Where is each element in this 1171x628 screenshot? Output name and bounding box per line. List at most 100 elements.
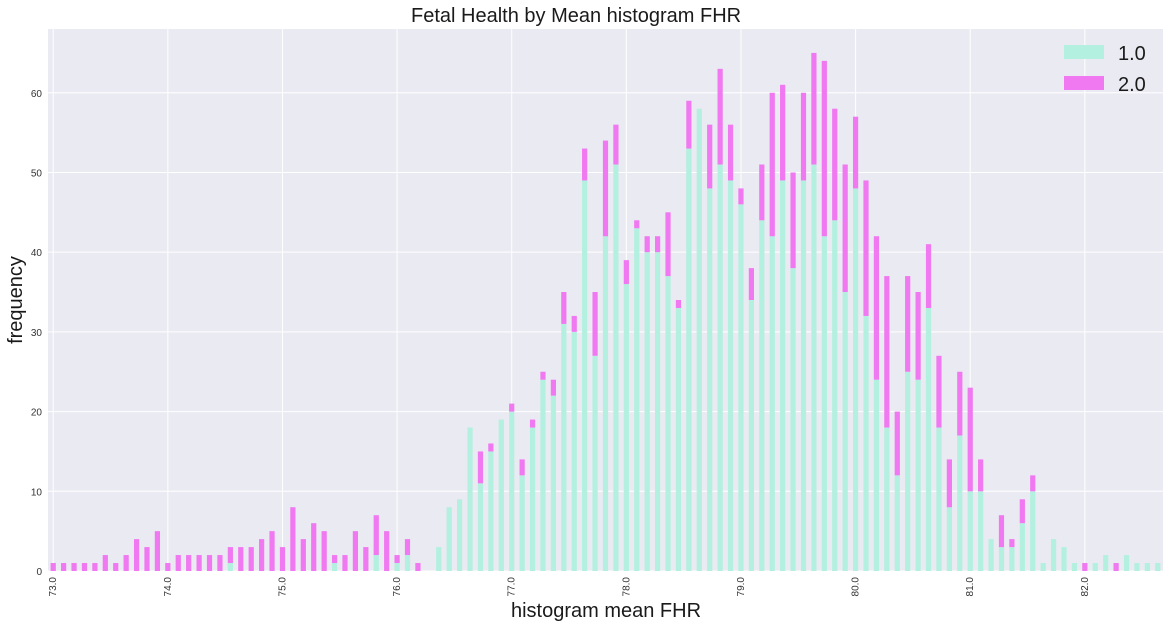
bar-series-2 <box>1019 499 1025 524</box>
bar-series-1 <box>1123 555 1130 571</box>
bar-series-1 <box>811 164 817 571</box>
bar-series-1 <box>780 180 786 572</box>
legend-label-series-1: 1.0 <box>1118 43 1146 65</box>
bar-series-1 <box>623 284 629 571</box>
y-tick-label: 20 <box>31 408 43 419</box>
y-tick-labels: 0 10 20 30 40 50 60 <box>31 89 43 578</box>
bar-series-1 <box>1009 547 1015 571</box>
bar-series-1 <box>759 220 765 571</box>
bar-series-1 <box>227 563 233 571</box>
chart-title: Fetal Health by Mean histogram FHR <box>411 5 741 27</box>
bar-series-2 <box>269 531 275 571</box>
x-tick-label: 79.0 <box>736 577 747 597</box>
bar-series-2 <box>509 403 515 412</box>
bar-series-1 <box>852 188 859 572</box>
bar-series-1 <box>748 300 754 571</box>
bar-series-2 <box>279 547 286 571</box>
bar-series-1 <box>988 539 994 571</box>
bar-series-1 <box>550 395 557 571</box>
bar-series-2 <box>654 236 661 253</box>
bar-series-2 <box>634 220 640 229</box>
bar-series-2 <box>248 547 254 571</box>
bar-series-1 <box>873 379 880 571</box>
bar-series-2 <box>61 563 67 571</box>
bar-series-2 <box>852 116 859 189</box>
bar-series-1 <box>790 268 796 571</box>
legend-swatch-series-2 <box>1064 76 1104 90</box>
bar-series-2 <box>894 411 900 476</box>
bar-series-2 <box>373 515 379 556</box>
bar-series-2 <box>133 539 140 571</box>
bar-series-1 <box>1030 491 1036 571</box>
bar-series-1 <box>717 164 723 571</box>
bar-series-1 <box>936 427 942 571</box>
x-tick-labels: 73.0 74.0 75.0 76.0 77.0 78.0 79.0 80.0 81.0 82.0… <box>48 577 1091 597</box>
bar-series-2 <box>113 563 119 571</box>
bar-series-2 <box>707 124 713 189</box>
bar-series-1 <box>707 188 713 572</box>
bar-series-2 <box>613 124 619 165</box>
bar-series-1 <box>373 555 379 571</box>
bar-series-1 <box>905 371 911 571</box>
bar-series-1 <box>592 355 598 571</box>
bar-series-2 <box>561 292 567 324</box>
bar-series-2 <box>748 268 754 300</box>
bar-series-1 <box>884 427 890 571</box>
bar-series-1 <box>1155 563 1161 571</box>
bar-series-1 <box>1050 539 1057 571</box>
bar-series-2 <box>384 531 390 571</box>
bar-series-1 <box>634 228 640 571</box>
bar-series-1 <box>1144 563 1150 571</box>
x-tick-label: 76.0 <box>392 577 403 597</box>
bar-series-1 <box>738 204 744 571</box>
bar-series-2 <box>800 92 807 181</box>
bar-series-2 <box>571 315 577 332</box>
x-tick-label: 77.0 <box>507 577 518 597</box>
y-axis-label: frequency <box>5 256 27 344</box>
bar-series-2 <box>602 140 609 237</box>
bar-series-1 <box>571 331 577 571</box>
bar-series-2 <box>592 292 598 356</box>
bar-series-2 <box>780 84 786 181</box>
bar-series-1 <box>498 419 504 571</box>
bar-series-1 <box>654 252 661 572</box>
bar-series-1 <box>978 491 984 571</box>
bar-series-2 <box>238 547 244 571</box>
bar-series-2 <box>165 563 171 571</box>
bar-series-1 <box>925 307 932 571</box>
bar-series-1 <box>957 435 963 571</box>
bar-series-2 <box>967 387 973 492</box>
y-tick-label: 0 <box>36 567 42 578</box>
bar-series-2 <box>582 148 588 181</box>
bar-series-2 <box>488 443 494 452</box>
bar-series-2 <box>946 459 952 508</box>
bar-series-1 <box>446 507 452 571</box>
bar-series-1 <box>561 323 567 571</box>
legend-swatch-series-1 <box>1064 45 1104 59</box>
bar-series-2 <box>217 555 223 571</box>
x-tick-label: 73.0 <box>48 577 59 597</box>
bar-series-2 <box>873 236 880 380</box>
bar-series-1 <box>665 276 671 571</box>
bar-series-2 <box>186 555 192 571</box>
bar-series-1 <box>602 236 609 571</box>
bar-series-1 <box>675 307 682 571</box>
bar-series-1 <box>540 379 546 571</box>
bar-series-2 <box>71 563 77 571</box>
x-tick-label: 82.0 <box>1080 577 1091 597</box>
bar-series-1 <box>1019 523 1025 571</box>
bar-series-2 <box>92 563 98 571</box>
bar-series-1 <box>1134 563 1140 571</box>
bar-series-2 <box>665 212 671 277</box>
legend: 1.0 2.0 <box>1064 43 1146 96</box>
bar-series-2 <box>759 164 765 221</box>
bar-series-1 <box>821 236 827 571</box>
bar-series-2 <box>352 531 359 571</box>
bar-series-1 <box>800 180 807 572</box>
bars <box>50 52 1161 572</box>
bar-series-2 <box>1030 475 1036 492</box>
bar-series-2 <box>154 531 161 571</box>
bar-series-1 <box>1040 563 1046 571</box>
bar-series-1 <box>519 475 525 571</box>
